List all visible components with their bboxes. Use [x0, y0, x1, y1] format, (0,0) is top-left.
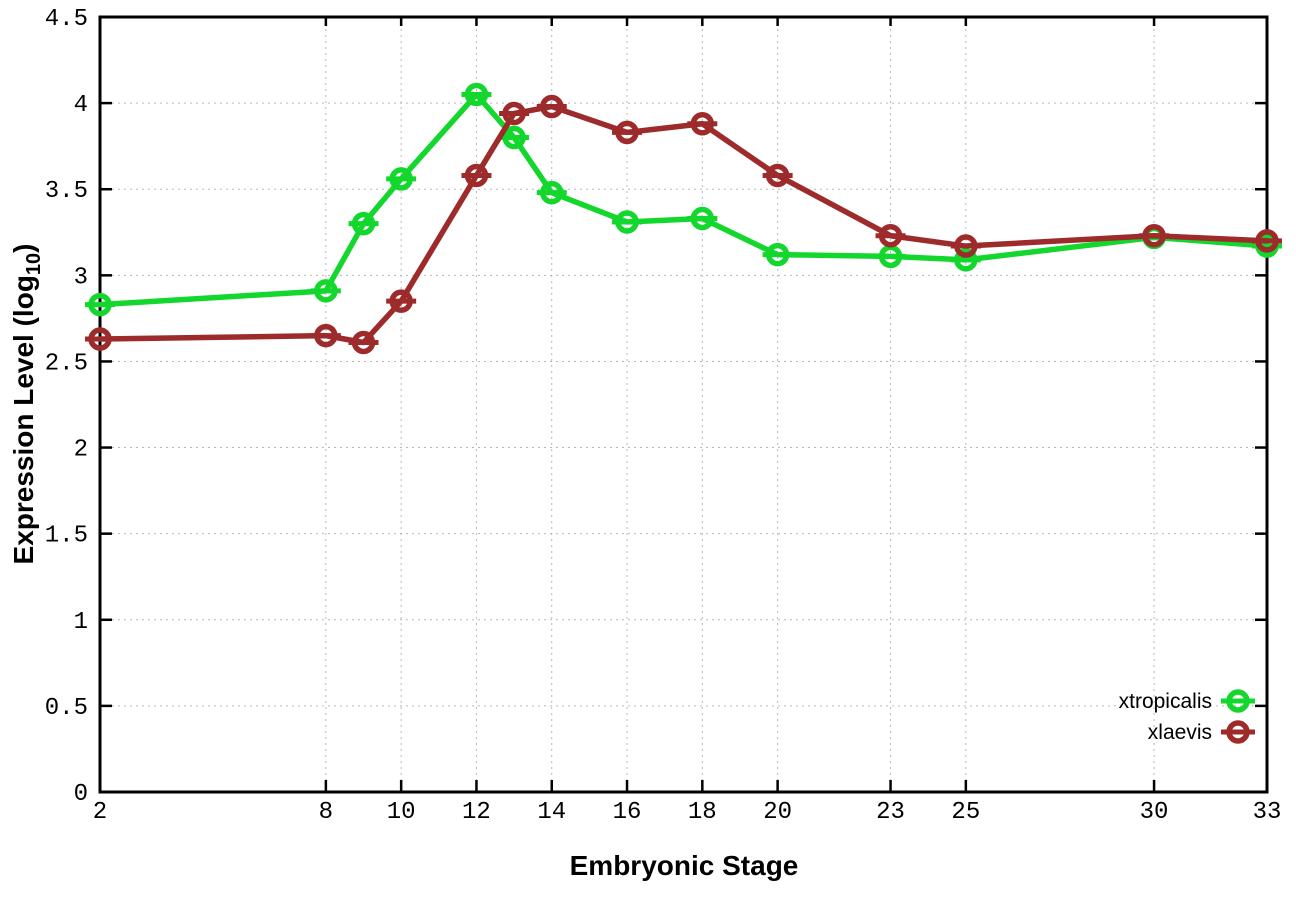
legend-label-xlaevis: xlaevis — [1148, 721, 1212, 744]
data-point-xlaevis — [539, 94, 564, 119]
data-point-xtropicalis — [464, 82, 489, 107]
x-tick-label: 33 — [1253, 799, 1282, 826]
data-point-xlaevis — [464, 163, 489, 188]
x-tick-label: 30 — [1140, 799, 1169, 826]
y-tick-label: 2 — [74, 437, 88, 464]
y-axis-label-suffix: ) — [8, 243, 40, 253]
data-point-xtropicalis — [88, 292, 112, 317]
y-tick-label: 1.5 — [45, 523, 88, 550]
data-point-xtropicalis — [615, 210, 639, 234]
data-point-xlaevis — [1142, 223, 1166, 248]
y-tick-label: 4.5 — [45, 6, 88, 33]
data-point-xlaevis — [88, 327, 112, 351]
data-point-xlaevis — [954, 234, 978, 258]
x-tick-label: 25 — [951, 799, 980, 826]
x-tick-label: 12 — [462, 799, 491, 826]
y-tick-label: 3 — [74, 264, 88, 291]
plot-border — [98, 15, 1269, 794]
data-point-xlaevis — [878, 223, 903, 248]
x-tick-label: 18 — [688, 799, 717, 826]
x-tick-label: 10 — [387, 799, 416, 826]
x-tick-label: 23 — [876, 799, 905, 826]
x-tick-label: 2 — [93, 799, 107, 826]
data-point-xlaevis — [502, 101, 526, 126]
x-tick-label: 8 — [319, 799, 333, 826]
y-tick-label: 0.5 — [45, 695, 88, 722]
data-point-xtropicalis — [314, 279, 338, 303]
data-point-xlaevis — [314, 323, 338, 348]
data-point-xtropicalis — [765, 242, 790, 267]
y-tick-label: 0 — [74, 781, 88, 808]
x-tick-label: 14 — [537, 799, 566, 826]
y-tick-label: 3.5 — [45, 178, 88, 205]
data-point-xlaevis — [389, 289, 413, 313]
data-point-xlaevis — [615, 120, 639, 145]
data-point-xtropicalis — [690, 206, 715, 231]
legend-sample-marker-xtropicalis — [1226, 689, 1250, 713]
x-tick-label: 16 — [613, 799, 642, 826]
data-point-xlaevis — [351, 330, 376, 355]
y-tick-label: 2.5 — [45, 350, 88, 377]
y-tick-label: 4 — [74, 92, 88, 119]
data-point-xtropicalis — [954, 248, 978, 272]
data-point-xtropicalis — [351, 211, 376, 236]
y-axis-label-text: Expression Level (log — [8, 275, 40, 565]
data-point-xlaevis — [765, 163, 790, 188]
data-point-xlaevis — [690, 112, 715, 136]
y-axis-label-subscript: 10 — [22, 252, 45, 276]
legend-label-xtropicalis: xtropicalis — [1119, 690, 1212, 713]
data-point-xtropicalis — [389, 167, 413, 191]
data-point-xtropicalis — [502, 125, 526, 150]
y-axis-label: Expression Level (log10) — [8, 244, 46, 565]
data-point-xlaevis — [1255, 229, 1279, 253]
x-tick-label: 20 — [763, 799, 792, 826]
x-axis-label: Embryonic Stage — [569, 850, 799, 881]
legend-sample-marker-xlaevis — [1226, 720, 1250, 744]
series-line-xlaevis — [97, 103, 1270, 346]
data-point-xtropicalis — [539, 180, 564, 205]
y-tick-label: 1 — [74, 609, 88, 636]
